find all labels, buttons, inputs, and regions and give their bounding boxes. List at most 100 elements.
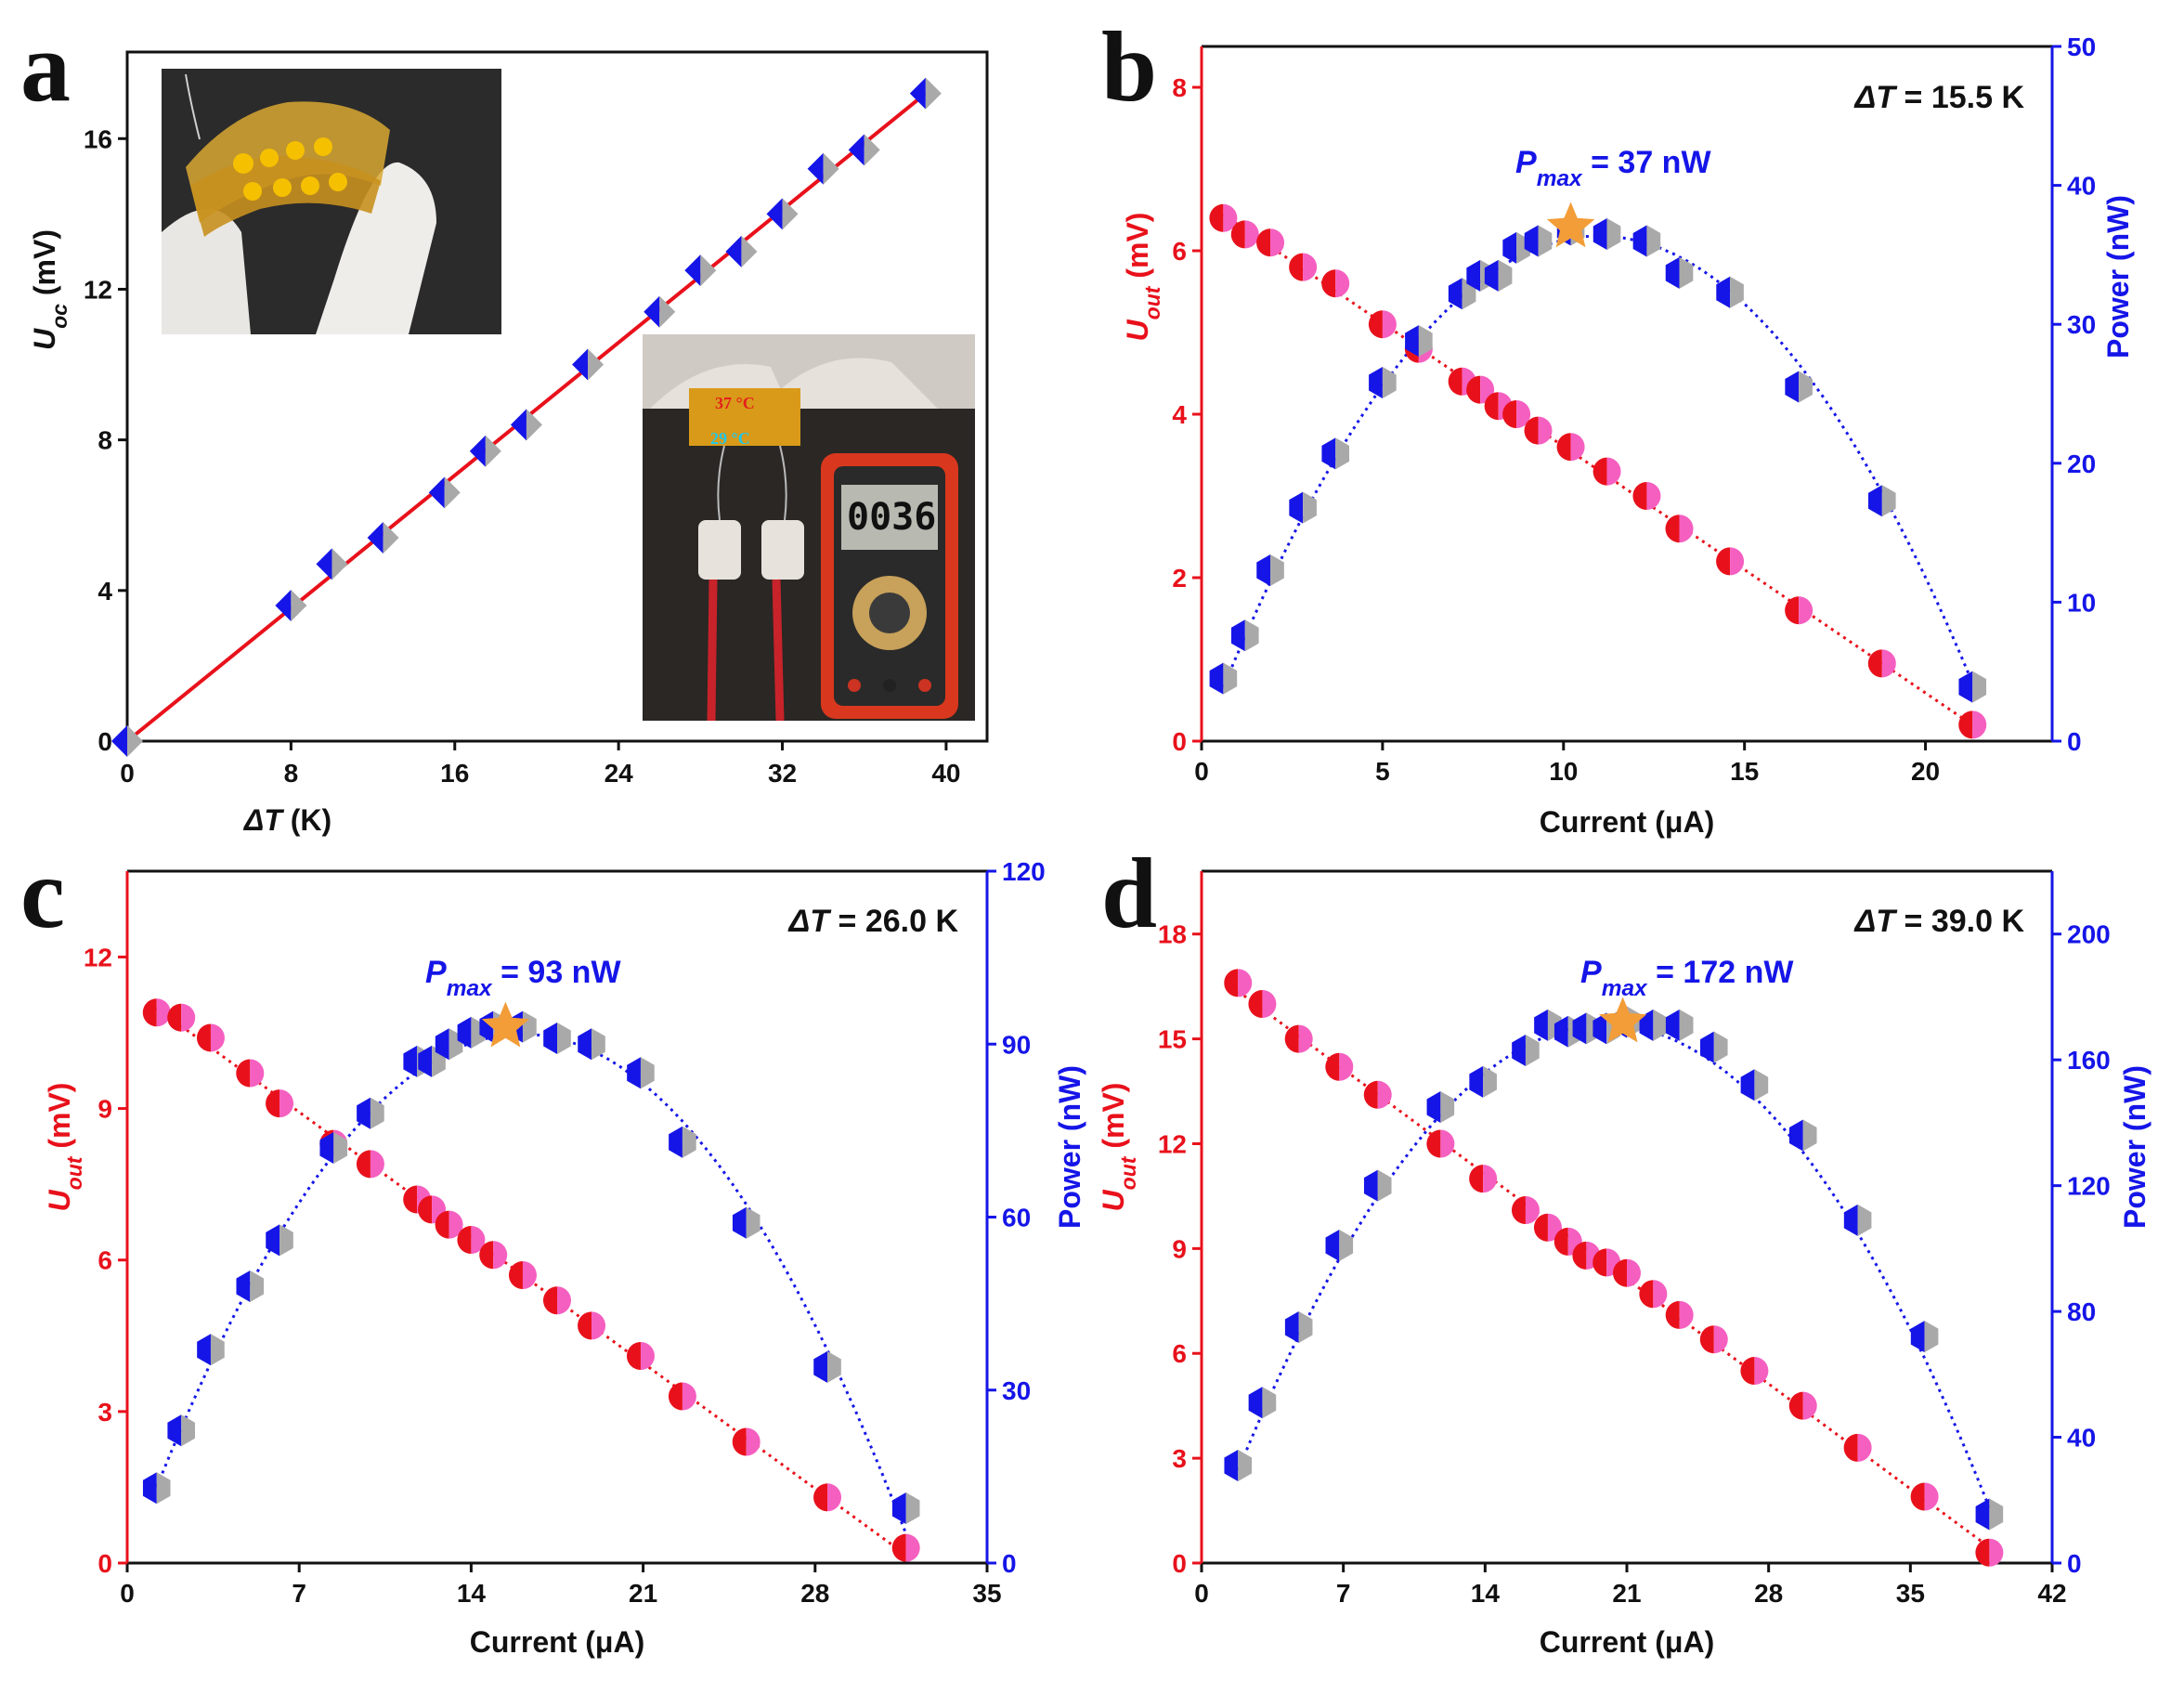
voltage-point-c-11-right bbox=[493, 1241, 508, 1270]
voltage-point-b-19 bbox=[1958, 710, 1987, 739]
voltage-point-c-9-right bbox=[448, 1210, 463, 1239]
data-point-a-3-left bbox=[367, 522, 384, 554]
voltage-point-c-6-right bbox=[370, 1150, 384, 1179]
power-point-b-0 bbox=[1209, 662, 1238, 695]
voltage-point-b-1-right bbox=[1244, 220, 1259, 249]
power-point-d-15-left bbox=[1699, 1031, 1714, 1063]
y-axis-title-d: Uout (mV) bbox=[1097, 1083, 1140, 1212]
y-tick-label-b-0: 0 bbox=[1172, 727, 1187, 756]
power-point-b-3-right bbox=[1303, 491, 1317, 524]
voltage-point-d-5-right bbox=[1440, 1129, 1455, 1158]
power-point-d-14-right bbox=[1679, 1009, 1694, 1041]
voltage-point-d-17 bbox=[1788, 1391, 1817, 1420]
power-point-d-18 bbox=[1843, 1204, 1872, 1236]
plot-frame-a bbox=[125, 50, 989, 743]
voltage-point-d-20-right bbox=[1989, 1538, 2004, 1567]
voltage-point-c-12 bbox=[508, 1261, 537, 1290]
voltage-point-b-1-left bbox=[1230, 220, 1245, 249]
power-point-b-0-right bbox=[1223, 662, 1238, 695]
axes-b: 0 5 10 15 20 0 2 4 6 8 0 10 20 30 40 50 Current (μA) Uout… bbox=[1121, 33, 2135, 839]
data-point-a-10-left bbox=[725, 235, 742, 267]
data-point-a-3-right bbox=[383, 522, 399, 554]
x-tick-label-b-3: 15 bbox=[1730, 757, 1759, 786]
voltage-point-c-3 bbox=[236, 1059, 265, 1088]
voltage-point-b-12-right bbox=[1570, 433, 1585, 462]
y-tick-label-a-0: 0 bbox=[98, 727, 112, 756]
voltage-point-c-10-left bbox=[457, 1225, 472, 1254]
voltage-point-d-2 bbox=[1284, 1024, 1313, 1053]
power-point-b-10 bbox=[1502, 231, 1530, 264]
voltage-point-b-16 bbox=[1716, 547, 1745, 576]
power-point-d-6 bbox=[1469, 1065, 1497, 1098]
power-point-c-14 bbox=[578, 1028, 605, 1061]
data-point-a-0-right bbox=[127, 725, 143, 757]
power-point-c-17 bbox=[732, 1206, 760, 1239]
voltage-point-d-17-right bbox=[1802, 1391, 1817, 1420]
power-point-c-5-left bbox=[319, 1132, 334, 1164]
voltage-point-d-2-right bbox=[1298, 1024, 1313, 1053]
power-point-d-18-left bbox=[1843, 1204, 1858, 1236]
x-tick-label-a-1: 8 bbox=[284, 759, 299, 788]
voltage-point-d-19 bbox=[1910, 1482, 1939, 1511]
x-axis-title-d: Current (μA) bbox=[1540, 1625, 1714, 1659]
voltage-point-d-18-left bbox=[1843, 1433, 1858, 1462]
voltage-point-c-13-left bbox=[543, 1286, 557, 1315]
voltage-point-d-20 bbox=[1975, 1538, 2004, 1567]
voltage-point-c-4-left bbox=[266, 1089, 280, 1118]
y-tick-label-b-4: 8 bbox=[1172, 73, 1187, 102]
data-point-a-5 bbox=[469, 435, 501, 467]
power-point-d-7-right bbox=[1525, 1035, 1540, 1067]
power-point-c-3-left bbox=[236, 1271, 251, 1302]
data-point-a-14-left bbox=[909, 77, 926, 110]
y-tick-label-c-3: 9 bbox=[98, 1095, 112, 1124]
voltage-point-d-3 bbox=[1325, 1052, 1354, 1081]
data-point-a-2 bbox=[316, 548, 348, 580]
power-point-c-16 bbox=[669, 1126, 696, 1158]
voltage-point-b-17-left bbox=[1785, 596, 1800, 625]
power-point-b-17 bbox=[1785, 371, 1813, 403]
power-point-c-17-left bbox=[732, 1206, 747, 1239]
power-point-d-19-right bbox=[1924, 1321, 1939, 1353]
voltage-point-b-0 bbox=[1209, 203, 1238, 232]
inset-photo-flexible-device bbox=[162, 69, 501, 334]
power-point-c-4-left bbox=[266, 1224, 280, 1257]
y-tick-label-d-2: 6 bbox=[1172, 1339, 1187, 1368]
data-point-a-4 bbox=[428, 476, 461, 509]
voltage-point-c-15-left bbox=[626, 1342, 641, 1371]
power-point-c-13-right bbox=[557, 1023, 571, 1055]
voltage-point-d-13-left bbox=[1639, 1280, 1654, 1309]
voltage-fit-c bbox=[155, 1007, 907, 1557]
voltage-point-d-7 bbox=[1511, 1195, 1540, 1224]
y-axis-title-b: Uout (mV) bbox=[1121, 213, 1164, 342]
x-tick-label-d-2: 14 bbox=[1471, 1579, 1501, 1608]
power-point-d-17-left bbox=[1788, 1119, 1803, 1152]
y-tick-label-b-2: 4 bbox=[1172, 400, 1187, 429]
power-point-c-4-right bbox=[280, 1224, 293, 1257]
data-point-a-13 bbox=[848, 134, 880, 166]
voltage-point-b-2 bbox=[1256, 228, 1285, 257]
power-point-d-15-right bbox=[1713, 1031, 1728, 1063]
voltage-point-c-1-right bbox=[181, 1003, 196, 1032]
power-point-c-19-right bbox=[905, 1492, 920, 1525]
inset-cold-temp: 29 °C bbox=[710, 429, 750, 448]
power-point-d-0-right bbox=[1238, 1450, 1253, 1482]
y-tick-label-a-2: 8 bbox=[98, 426, 112, 455]
power-point-b-18-right bbox=[1881, 485, 1896, 517]
voltage-point-d-6-left bbox=[1469, 1165, 1484, 1193]
power-point-d-1 bbox=[1248, 1387, 1277, 1419]
power-point-d-15 bbox=[1699, 1031, 1728, 1063]
power-point-c-1-right bbox=[181, 1414, 195, 1447]
voltage-point-b-13-left bbox=[1592, 457, 1607, 486]
power-point-c-19 bbox=[891, 1492, 920, 1525]
power-point-b-11 bbox=[1524, 225, 1553, 257]
power-point-b-1 bbox=[1230, 619, 1259, 652]
power-point-d-8-left bbox=[1534, 1009, 1548, 1041]
data-point-a-7-left bbox=[572, 348, 589, 381]
data-point-a-5-right bbox=[485, 435, 501, 467]
power-point-d-10-left bbox=[1572, 1012, 1587, 1045]
y2-tick-label-c-4: 120 bbox=[1002, 857, 1046, 886]
power-point-b-7-left bbox=[1448, 278, 1462, 310]
voltage-point-c-11 bbox=[479, 1241, 508, 1270]
power-point-d-16-left bbox=[1740, 1069, 1755, 1101]
